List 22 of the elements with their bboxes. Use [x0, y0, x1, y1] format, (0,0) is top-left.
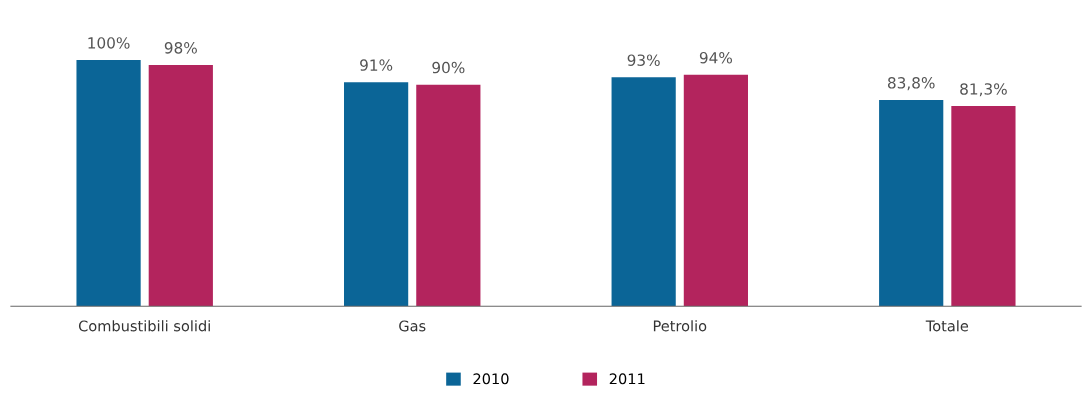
bar: [416, 84, 481, 307]
x-tick-label: Combustibili solidi: [78, 320, 210, 332]
data-label: 90%: [432, 61, 465, 74]
x-tick-label: Petrolio: [653, 320, 707, 332]
bar: [76, 60, 141, 307]
bar: [148, 64, 213, 307]
bar: [344, 82, 409, 307]
bar: [611, 77, 676, 307]
data-label: 94%: [699, 51, 733, 64]
bar: [879, 99, 944, 307]
bar: [683, 74, 748, 307]
data-label: 98%: [164, 42, 197, 54]
bar: [951, 106, 1016, 307]
data-label: 83,8%: [887, 77, 935, 91]
data-label: 100%: [88, 37, 130, 49]
legend-label: 2011: [609, 373, 645, 385]
data-label: 93%: [627, 54, 660, 66]
legend-label: 2010: [473, 373, 509, 385]
data-label: 91%: [360, 59, 393, 71]
x-tick-label: Totale: [925, 320, 969, 332]
data-label: 81,3%: [960, 83, 1007, 97]
x-tick-label: Gas: [399, 320, 426, 332]
